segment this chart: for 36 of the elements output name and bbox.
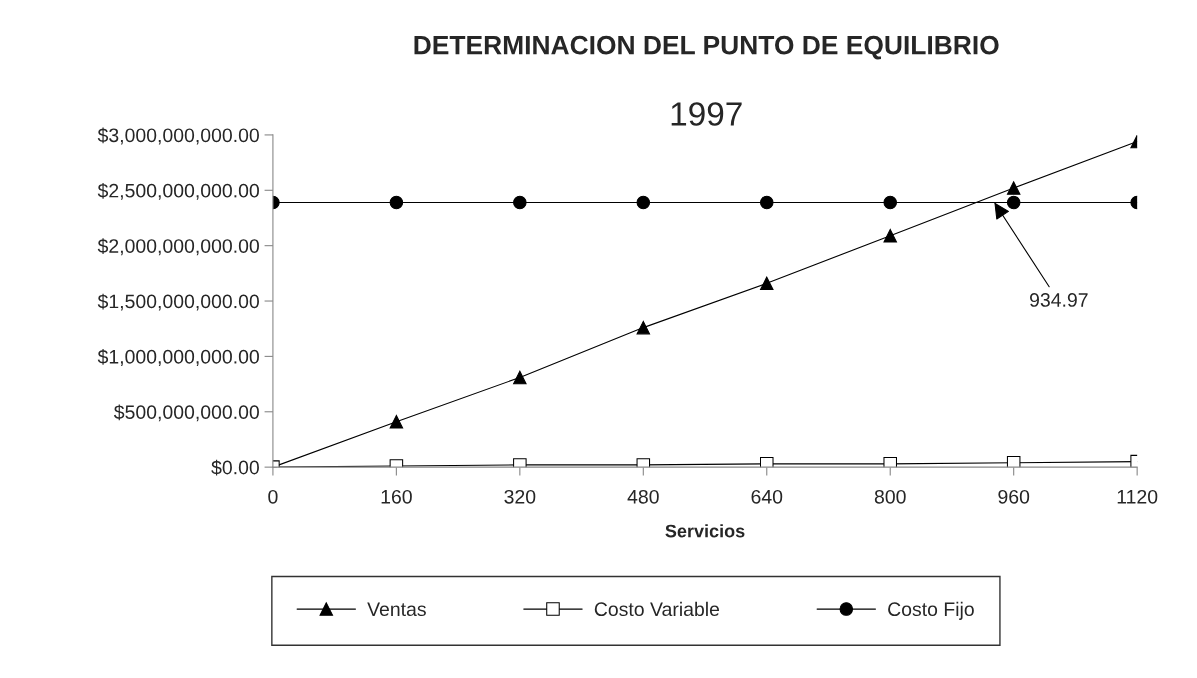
x-axis-title: Servicios [665, 524, 745, 538]
chart-subtitle: 1997 [671, 102, 742, 126]
x-tick-label: 800 [874, 489, 906, 504]
point [389, 195, 404, 210]
y-tick-label: $1,500,000,000.00 [97, 293, 259, 311]
point [636, 320, 651, 335]
point [513, 370, 527, 385]
point [1006, 195, 1021, 210]
x-tick-label: 1120 [1117, 489, 1158, 504]
point [883, 195, 897, 210]
annotation: 934.97 [1030, 293, 1088, 307]
y-tick-label: $3,000,000,000.00 [97, 127, 259, 145]
legend-label: Ventas [367, 602, 426, 617]
point [883, 228, 897, 243]
point [759, 457, 774, 468]
y-tick-label: $2,000,000,000.00 [97, 238, 259, 256]
x-tick-label: 640 [751, 489, 783, 504]
y-tick-label: $2,500,000,000.00 [97, 182, 259, 200]
point [389, 414, 404, 429]
y-tick-label: $1,000,000,000.00 [97, 349, 259, 366]
point [513, 195, 527, 210]
point [759, 276, 774, 291]
y-tick-label: $0.00 [211, 459, 259, 476]
legend-label: Costo Fijo [888, 601, 974, 620]
x-tick-label: 480 [627, 489, 659, 504]
point [759, 195, 774, 210]
point [883, 457, 897, 468]
point [636, 195, 651, 210]
chart-title: DETERMINACION DEL PUNTO DE EQUILIBRIO [414, 35, 999, 60]
y-tick-label: $500,000,000.00 [113, 404, 259, 422]
x-tick-label: 160 [381, 489, 412, 504]
x-tick-label: 320 [504, 489, 536, 504]
point [1006, 181, 1021, 195]
legend-label: Costo Variable [594, 601, 720, 617]
x-tick-label: 0 [268, 489, 278, 504]
x-tick-label: 960 [998, 489, 1030, 504]
